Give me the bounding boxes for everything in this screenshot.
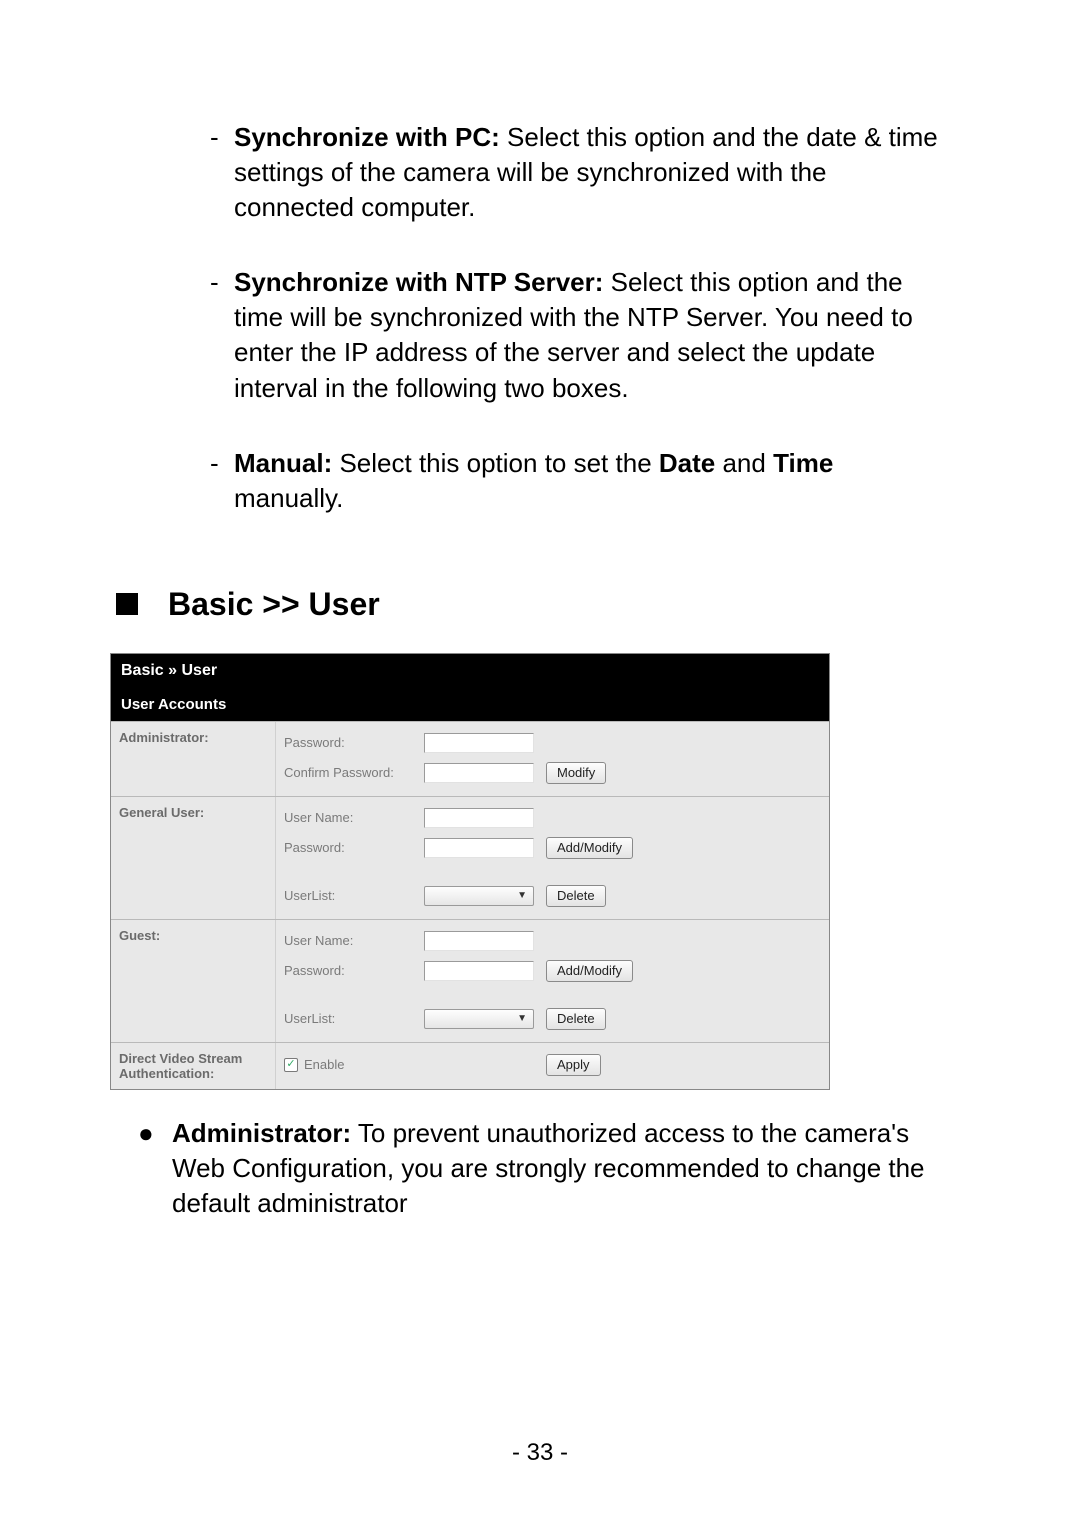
row-body-admin: Password: Confirm Password: Modify xyxy=(276,722,829,796)
row-body-guest: User Name: Password: Add/Modify UserList… xyxy=(276,920,829,1042)
delete-button[interactable]: Delete xyxy=(546,1008,606,1030)
password-label: Password: xyxy=(284,963,424,978)
dash: - xyxy=(210,446,234,516)
guest-username-input[interactable] xyxy=(424,931,534,951)
row-general-user: General User: User Name: Password: Add/M… xyxy=(111,796,829,919)
page-number: - 33 - xyxy=(0,1439,1080,1467)
password-label: Password: xyxy=(284,735,424,750)
post-bullet-list: ● Administrator: To prevent unauthorized… xyxy=(138,1116,940,1221)
general-userlist-select[interactable]: ▼ xyxy=(424,886,534,906)
user-panel: Basic » User User Accounts Administrator… xyxy=(110,653,830,1090)
bullet-sync-ntp: - Synchronize with NTP Server: Select th… xyxy=(210,265,940,405)
bullet-manual: - Manual: Select this option to set the … xyxy=(210,446,940,516)
form-line: Password: Add/Modify xyxy=(284,833,821,863)
square-bullet-icon xyxy=(116,593,138,615)
guest-password-input[interactable] xyxy=(424,961,534,981)
row-label-dvsa: Direct Video Stream Authentication: xyxy=(111,1043,276,1089)
bullet-bold-time: Time xyxy=(773,448,833,478)
panel-header: Basic » User xyxy=(111,654,829,688)
row-body-general: User Name: Password: Add/Modify UserList… xyxy=(276,797,829,919)
post-bullet-administrator: ● Administrator: To prevent unauthorized… xyxy=(138,1116,940,1221)
form-line: Password: Add/Modify xyxy=(284,956,821,986)
section-title: Basic >> User xyxy=(168,586,380,623)
username-label: User Name: xyxy=(284,933,424,948)
form-line: User Name: xyxy=(284,926,821,956)
bullet-title: Synchronize with NTP Server: xyxy=(234,267,603,297)
row-label-admin: Administrator: xyxy=(111,722,276,796)
userlist-label: UserList: xyxy=(284,888,424,903)
general-password-input[interactable] xyxy=(424,838,534,858)
enable-label: Enable xyxy=(304,1057,344,1072)
modify-button[interactable]: Modify xyxy=(546,762,606,784)
apply-button[interactable]: Apply xyxy=(546,1054,601,1076)
delete-button[interactable]: Delete xyxy=(546,885,606,907)
panel-subheader: User Accounts xyxy=(111,688,829,721)
username-label: User Name: xyxy=(284,810,424,825)
chevron-down-icon: ▼ xyxy=(517,890,527,901)
bullet-sync-pc: - Synchronize with PC: Select this optio… xyxy=(210,120,940,225)
password-label: Password: xyxy=(284,840,424,855)
sync-options-list: - Synchronize with PC: Select this optio… xyxy=(210,120,940,516)
form-line: UserList: ▼ Delete xyxy=(284,881,821,911)
row-body-dvsa: ✓ Enable Apply xyxy=(276,1043,829,1089)
disc-bullet-icon: ● xyxy=(138,1116,172,1221)
row-dvsa: Direct Video Stream Authentication: ✓ En… xyxy=(111,1042,829,1089)
bullet-body: Manual: Select this option to set the Da… xyxy=(234,446,940,516)
chevron-down-icon: ▼ xyxy=(517,1013,527,1024)
page: - Synchronize with PC: Select this optio… xyxy=(0,0,1080,1221)
add-modify-button[interactable]: Add/Modify xyxy=(546,960,633,982)
dash: - xyxy=(210,120,234,225)
row-label-general: General User: xyxy=(111,797,276,919)
userlist-label: UserList: xyxy=(284,1011,424,1026)
guest-userlist-select[interactable]: ▼ xyxy=(424,1009,534,1029)
add-modify-button[interactable]: Add/Modify xyxy=(546,837,633,859)
admin-password-input[interactable] xyxy=(424,733,534,753)
section-heading: Basic >> User xyxy=(110,586,970,623)
form-line: UserList: ▼ Delete xyxy=(284,1004,821,1034)
enable-checkbox[interactable]: ✓ xyxy=(284,1058,298,1072)
bullet-body: Synchronize with PC: Select this option … xyxy=(234,120,940,225)
post-bullet-body: Administrator: To prevent unauthorized a… xyxy=(172,1116,940,1221)
row-administrator: Administrator: Password: Confirm Passwor… xyxy=(111,721,829,796)
general-username-input[interactable] xyxy=(424,808,534,828)
form-line: Password: xyxy=(284,728,821,758)
bullet-body: Synchronize with NTP Server: Select this… xyxy=(234,265,940,405)
post-bullet-title: Administrator: xyxy=(172,1118,351,1148)
confirm-password-label: Confirm Password: xyxy=(284,765,424,780)
admin-confirm-password-input[interactable] xyxy=(424,763,534,783)
form-line: User Name: xyxy=(284,803,821,833)
dash: - xyxy=(210,265,234,405)
bullet-title: Synchronize with PC: xyxy=(234,122,500,152)
bullet-title: Manual: xyxy=(234,448,332,478)
row-label-guest: Guest: xyxy=(111,920,276,1042)
bullet-text-after: manually. xyxy=(234,483,343,513)
bullet-text-before: Select this option to set the xyxy=(332,448,659,478)
form-line: Confirm Password: Modify xyxy=(284,758,821,788)
row-guest: Guest: User Name: Password: Add/Modify U… xyxy=(111,919,829,1042)
bullet-mid: and xyxy=(715,448,773,478)
bullet-bold-date: Date xyxy=(659,448,715,478)
